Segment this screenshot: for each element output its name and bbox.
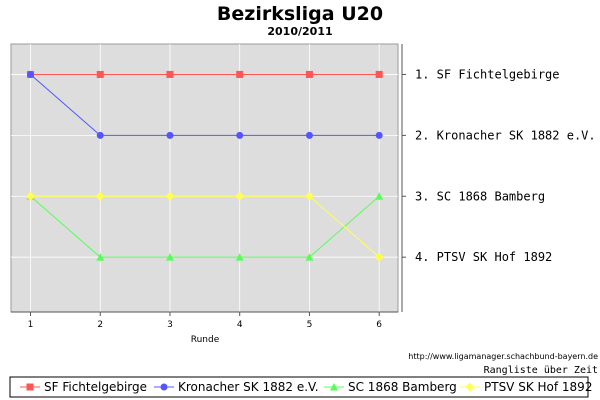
data-point [96, 70, 104, 78]
chart-caption: Rangliste über Zeit [484, 365, 598, 376]
data-point [165, 253, 174, 261]
legend-label: SF Fichtelgebirge [44, 380, 147, 394]
rank-axis: 1. SF Fichtelgebirge 2. Kronacher SK 1882… [402, 67, 596, 264]
chart-subtitle: 2010/2011 [267, 25, 332, 38]
data-point [304, 191, 314, 201]
data-point [236, 131, 244, 139]
legend-label: PTSV SK Hof 1892 [484, 380, 592, 394]
data-point [236, 70, 244, 78]
legend-label: SC 1868 Bamberg [348, 380, 457, 394]
x-tick-label: 1 [28, 320, 34, 330]
plot-area [10, 43, 399, 313]
series-line [30, 74, 380, 136]
data-point [374, 252, 384, 262]
data-point [96, 253, 105, 261]
data-point [26, 191, 36, 201]
x-tick-label: 2 [97, 320, 103, 330]
series-line [30, 195, 380, 258]
rank-label: 4. PTSV SK Hof 1892 [415, 250, 552, 264]
data-point [166, 70, 174, 78]
x-axis-label: Runde [191, 335, 220, 345]
rank-label: 1. SF Fichtelgebirge [415, 67, 560, 81]
data-point [95, 191, 105, 201]
series-kronacher-sk-1882-e-v [27, 70, 383, 139]
series-line [30, 195, 380, 258]
source-url: http://www.ligamanager.schachbund-bayern… [408, 352, 598, 361]
data-point [375, 131, 383, 139]
x-tick-label: 6 [376, 320, 382, 330]
data-point [96, 131, 104, 139]
legend-item: SF Fichtelgebirge [20, 380, 147, 394]
data-point [305, 131, 313, 139]
rank-label: 3. SC 1868 Bamberg [415, 189, 545, 203]
data-point [27, 70, 35, 78]
data-point [375, 192, 384, 200]
chart-title: Bezirksliga U20 [217, 3, 383, 25]
legend: SF Fichtelgebirge Kronacher SK 1882 e.V. S… [20, 380, 592, 394]
series-sc-1868-bamberg [26, 192, 384, 261]
x-axis-ticks: 1 2 3 4 5 6 [28, 312, 382, 330]
data-point [375, 70, 383, 78]
series-layer [26, 70, 384, 262]
data-point [235, 191, 245, 201]
legend-item: PTSV SK Hof 1892 [460, 380, 592, 394]
x-tick-label: 3 [167, 320, 173, 330]
legend-item: SC 1868 Bamberg [324, 380, 457, 394]
series-ptsv-sk-hof-1892 [26, 191, 384, 262]
data-point [166, 131, 174, 139]
data-point [305, 253, 314, 261]
x-tick-label: 4 [237, 320, 243, 330]
legend-marker [26, 383, 34, 391]
data-point [235, 253, 244, 261]
legend-label: Kronacher SK 1882 e.V. [178, 380, 319, 394]
legend-item: Kronacher SK 1882 e.V. [154, 380, 319, 394]
legend-marker [465, 382, 475, 392]
data-point [165, 191, 175, 201]
legend-box [9, 376, 589, 398]
rank-label: 2. Kronacher SK 1882 e.V. [415, 128, 596, 142]
legend-marker [330, 383, 338, 391]
x-tick-label: 5 [307, 320, 313, 330]
data-point [305, 70, 313, 78]
legend-marker [160, 383, 168, 391]
